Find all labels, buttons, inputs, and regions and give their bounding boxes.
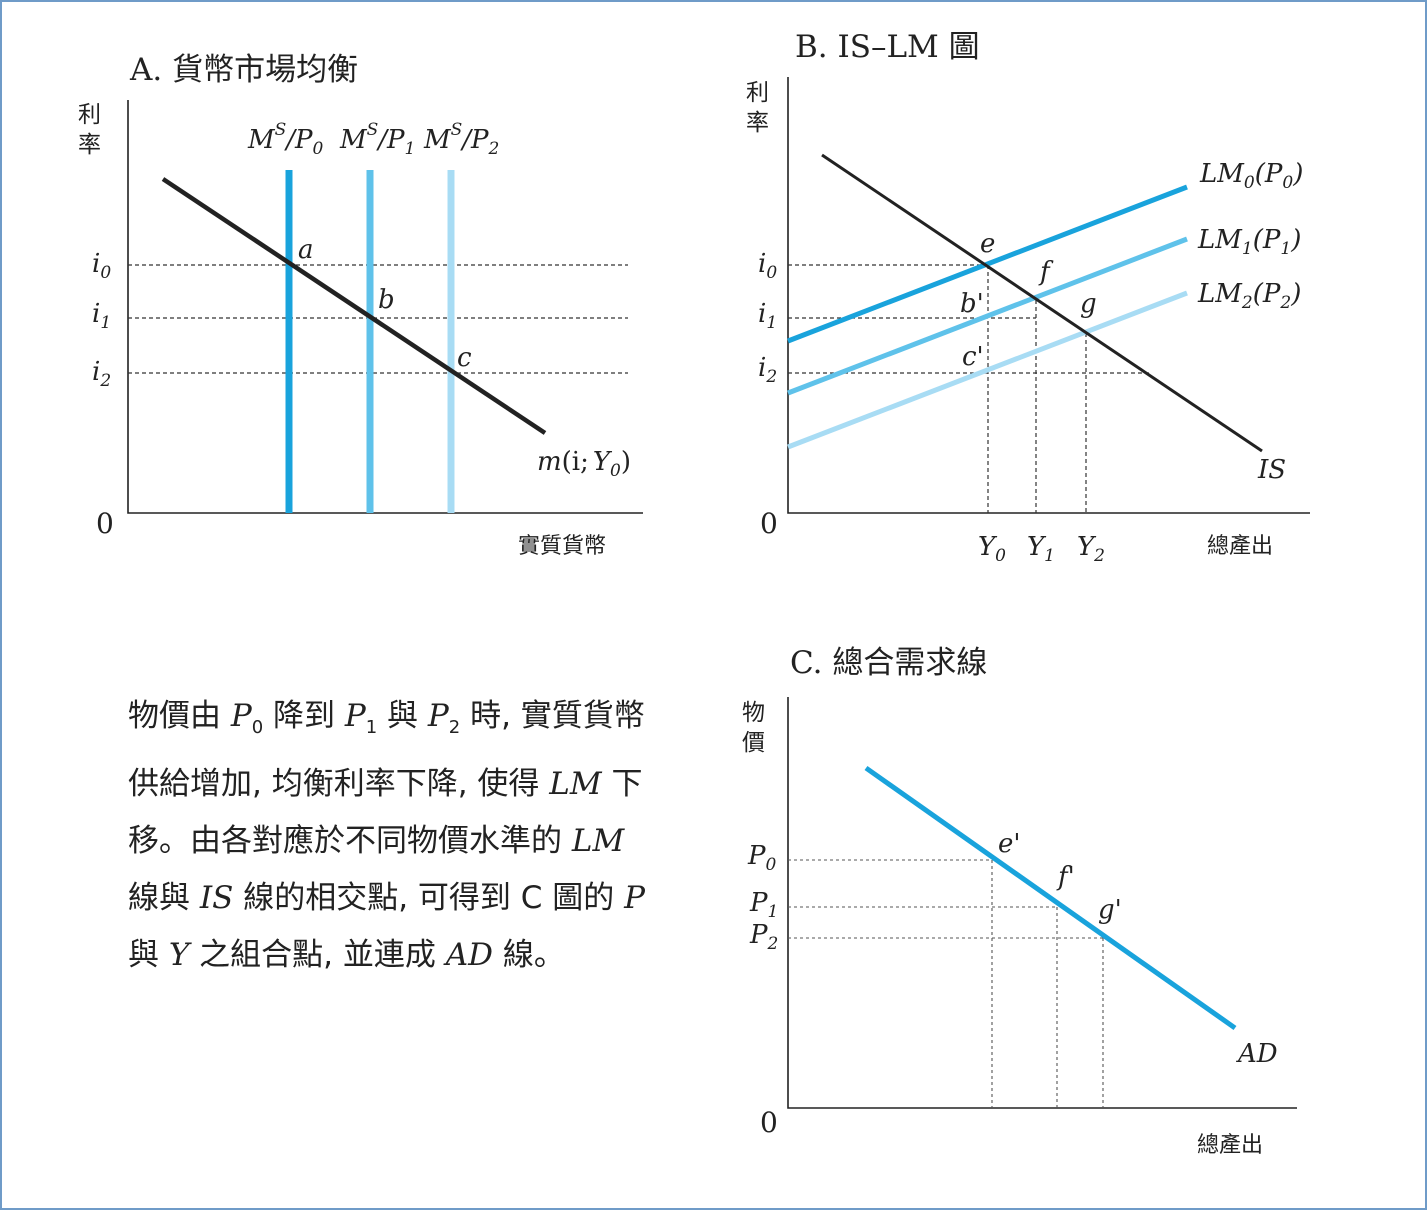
panel-b-xlabel: 總產出	[1207, 534, 1273, 559]
panel-c-ylabel-2: 價	[742, 730, 765, 756]
panel-c-title: C. 總合需求線	[790, 645, 987, 681]
panel-b-tick-i1: i1	[758, 299, 777, 333]
panel-b-origin: 0	[760, 507, 778, 540]
panel-a-supply-label-p1: MS/P1	[339, 120, 415, 159]
panel-b-lm2-label: LM2(P2)	[1197, 279, 1301, 313]
panel-a-tick-i2: i2	[92, 357, 111, 391]
panel-b-tick-y2: Y2	[1077, 532, 1105, 566]
panel-b-lm1-label: LM1(P1)	[1197, 225, 1301, 259]
panel-b-tick-y0: Y0	[978, 532, 1006, 566]
caption-text: 物價由 P0 降到 P1 與 P2 時, 實質貨幣供給增加, 均衡利率下降, 使…	[128, 698, 645, 974]
panel-c-origin: 0	[760, 1106, 778, 1139]
panel-c-xlabel: 總產出	[1197, 1133, 1263, 1158]
panel-c-point-g-prime: g'	[1098, 895, 1122, 925]
panel-c-point-e-prime: e'	[998, 829, 1021, 859]
panel-b-tick-i0: i0	[758, 249, 777, 283]
panel-c-ylabel-1: 物	[742, 700, 765, 726]
panel-a-origin: 0	[96, 507, 114, 540]
panel-b-point-b-prime: b'	[960, 289, 984, 319]
panel-a-tick-i1: i1	[92, 299, 111, 333]
panel-a-demand-label: m(i; Y0)	[537, 447, 631, 481]
panel-c-tick-p0: P0	[747, 841, 777, 875]
panel-b-is-curve	[821, 153, 1263, 453]
panel-b-tick-i2: i2	[758, 353, 777, 387]
panel-c: C. 總合需求線 物 價 0 總產出 AD P0 P1 P2 e' f' g'	[742, 645, 1297, 1158]
panel-c-axes	[787, 697, 1297, 1109]
panel-a-supply-label-p2: MS/P2	[423, 120, 499, 159]
panel-a-demand-curve	[161, 177, 547, 435]
panel-a-point-a: a	[298, 235, 314, 265]
panel-a-tick-i0: i0	[92, 249, 111, 283]
panel-c-point-f-prime: f'	[1056, 862, 1075, 892]
panel-c-ad-label: AD	[1236, 1039, 1278, 1069]
panel-c-ad-curve	[864, 765, 1237, 1031]
panel-a-xlabel: 實質貨幣	[518, 534, 606, 559]
panel-b-point-e: e	[980, 229, 995, 259]
panel-b-title: B. IS–LM 圖	[795, 29, 980, 65]
panel-b-point-c-prime: c'	[962, 342, 984, 372]
panel-c-tick-p1: P1	[749, 888, 778, 922]
panel-b-point-g: g	[1080, 289, 1097, 319]
panel-b: B. IS–LM 圖 利 率 0 總產出 LM0(P0) LM1(P1) LM2…	[746, 29, 1310, 566]
panel-b-ylabel-1: 利	[746, 80, 769, 106]
panel-a-title: A. 貨幣市場均衡	[129, 52, 358, 88]
panel-b-ylabel-2: 率	[746, 110, 769, 136]
panel-b-axes	[787, 77, 1310, 514]
panel-a: A. 貨幣市場均衡 利 率 0 實質貨幣 MS/P0 MS/P1 MS/P2 i…	[78, 52, 643, 559]
panel-b-lm0-label: LM0(P0)	[1199, 159, 1303, 193]
panel-a-axes	[127, 100, 643, 514]
panel-a-supply-label-p0: MS/P0	[247, 120, 324, 159]
panel-a-point-b: b	[378, 285, 395, 315]
panel-b-lm1-curve	[787, 236, 1188, 396]
panel-a-ylabel-2: 率	[78, 132, 101, 158]
panel-b-is-label: IS	[1257, 455, 1286, 485]
panel-b-tick-y1: Y1	[1027, 532, 1055, 566]
panel-b-point-f: f	[1038, 257, 1054, 287]
panel-a-point-c: c	[457, 343, 472, 373]
panel-b-lm2-curve	[787, 290, 1188, 450]
panel-b-lm0-curve	[787, 184, 1188, 344]
panel-a-ylabel-1: 利	[78, 102, 101, 128]
panel-c-tick-p2: P2	[749, 920, 778, 954]
